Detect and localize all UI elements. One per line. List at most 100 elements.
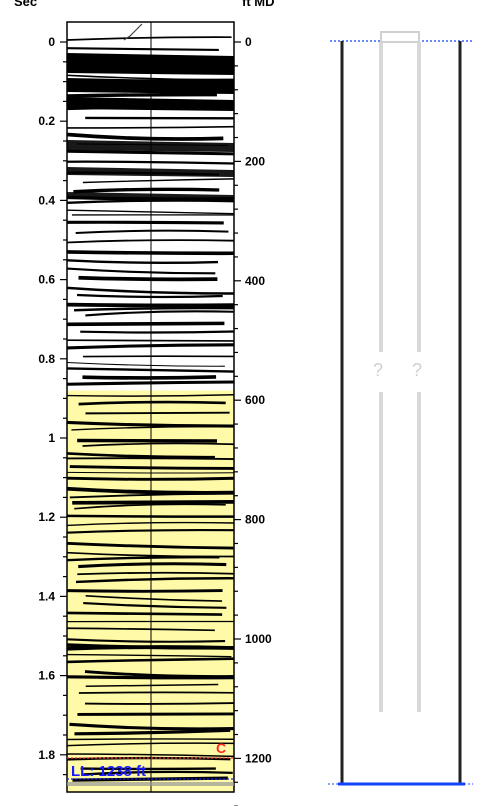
depth-axis-header: ft MD (242, 0, 275, 9)
reflector (67, 149, 234, 156)
reflector (78, 400, 226, 406)
reflector (72, 776, 228, 782)
reflector (78, 562, 227, 569)
reflector (67, 638, 226, 643)
reflector (67, 321, 225, 327)
reflector (67, 753, 234, 758)
reflector (77, 712, 234, 716)
time-axis-header: Sec (14, 0, 38, 9)
tubing-question-mark-right: ? (412, 360, 422, 380)
reflector (74, 306, 234, 312)
reflector (73, 56, 234, 60)
reflector (67, 476, 234, 481)
reflector (85, 594, 223, 602)
time-tick-label: 0.6 (38, 273, 55, 287)
seismic-section-panel: 0 0.2 0.4 0.6 0.8 1 1.2 1.4 1.6 1.8 0 200 400 600 800… (38, 21, 272, 806)
reflector (67, 394, 234, 397)
time-tick-label: 0 (48, 35, 55, 49)
depth-tick-label: 1000 (245, 632, 272, 646)
depth-tick-label: 0 (245, 35, 252, 49)
reflector (67, 171, 220, 176)
reflector (75, 577, 234, 584)
reflector (69, 60, 234, 65)
depth-tick-label: 600 (245, 393, 265, 407)
reflector (74, 728, 231, 736)
reflector (67, 36, 232, 41)
reflector (67, 551, 234, 558)
reflector (67, 195, 234, 201)
reflector (73, 78, 234, 85)
reflector (67, 380, 234, 386)
reflector (76, 143, 229, 146)
reflector (67, 259, 219, 265)
reflector (83, 602, 227, 609)
time-tick-label: 1.4 (38, 589, 55, 603)
reflector (84, 702, 234, 705)
reflector (67, 514, 234, 518)
reflector (67, 339, 234, 342)
reflector (67, 521, 234, 527)
time-tick-label: 0.8 (38, 352, 55, 366)
reflector (67, 92, 217, 98)
reflector (67, 675, 234, 680)
reflector (67, 627, 215, 632)
reflector (67, 611, 223, 616)
time-tick-label: 1.2 (38, 510, 55, 524)
reflector (85, 310, 234, 317)
reflector (67, 199, 234, 204)
reflector (67, 645, 234, 651)
depth-tick-label: 800 (245, 513, 265, 527)
reflector (77, 571, 234, 576)
reflector (69, 722, 234, 731)
reflector (67, 457, 234, 460)
reflector (76, 293, 223, 299)
seismic-frame (66, 21, 235, 793)
reflector (85, 683, 219, 687)
reflector (67, 653, 232, 658)
reflector (67, 47, 219, 52)
reflector (73, 187, 220, 194)
reflector (67, 361, 225, 367)
reflector (74, 503, 226, 510)
well-schematic-panel: ? ? (328, 31, 473, 786)
reflector (67, 250, 234, 256)
time-axis: 0 0.2 0.4 0.6 0.8 1 1.2 1.4 1.6 1.8 (38, 35, 67, 776)
reflector (67, 132, 224, 141)
time-tick-label: 1 (48, 431, 55, 445)
reflector (71, 425, 234, 431)
reflector (82, 178, 234, 184)
depth-tick-label: 1200 (245, 751, 272, 765)
reflector (67, 302, 234, 308)
reflector (67, 541, 234, 550)
reflector (67, 657, 234, 664)
reflector (67, 286, 234, 295)
reflector (75, 229, 229, 234)
reflector (67, 486, 234, 495)
bottom-band (67, 782, 234, 786)
reflector (67, 589, 223, 593)
reflector (68, 84, 234, 91)
reflector (67, 742, 234, 747)
reflector (78, 275, 218, 282)
reflector (67, 556, 220, 562)
reflector (67, 528, 234, 534)
reflector (67, 452, 215, 459)
reflector (82, 375, 217, 380)
reflector (67, 104, 234, 111)
tubing-head (380, 31, 420, 43)
tubing-question-mark-left: ? (373, 360, 383, 380)
reflector (67, 471, 234, 474)
well-path-top-curve (123, 23, 143, 41)
reflector (67, 343, 234, 350)
reflector (85, 411, 230, 415)
reflector (67, 267, 216, 275)
reflector (72, 500, 234, 505)
reflector (67, 160, 234, 165)
time-tick-label: 0.2 (38, 114, 55, 128)
time-tick-label: 0.4 (38, 193, 55, 207)
reflector (83, 770, 233, 776)
reflector (67, 367, 234, 373)
reflector (80, 330, 234, 334)
reflector (67, 220, 224, 225)
ll-marker-label: LL: 1238 ft (71, 763, 146, 780)
